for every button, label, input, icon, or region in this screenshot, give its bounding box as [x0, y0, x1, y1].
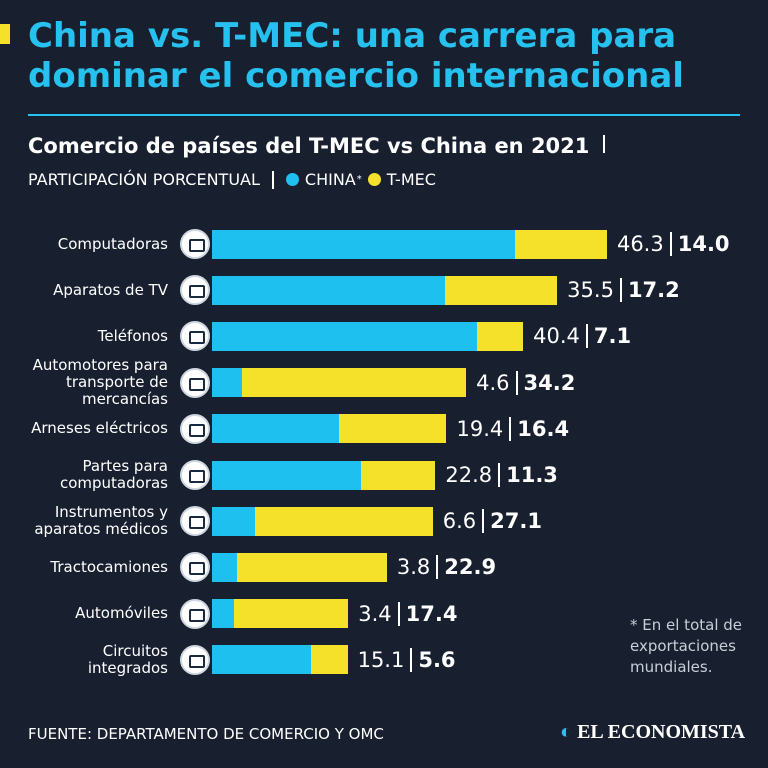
bar [515, 229, 607, 259]
bar [212, 414, 340, 444]
legend-swatch [285, 173, 299, 186]
source: FUENTE: DEPARTAMENTO DE COMERCIO Y OMC [28, 725, 384, 743]
value-label: 4.6 [476, 370, 510, 395]
units-label: PARTICIPACIÓN PORCENTUAL [28, 170, 260, 189]
value-label: 5.6 [418, 647, 456, 672]
bar [212, 552, 237, 582]
footnote: * En el total de exportaciones mundiales… [630, 616, 743, 676]
value-label: 7.1 [593, 324, 632, 349]
value-labels: 35.5 17.2 [567, 277, 680, 303]
value-labels: 15.1 5.6 [358, 647, 456, 673]
separator [410, 647, 413, 672]
value-label: 46.3 [616, 232, 664, 256]
bar [339, 414, 447, 444]
bar [212, 460, 362, 490]
icon [180, 552, 210, 583]
separator [482, 509, 485, 534]
category-label: Circuitos integrados [87, 641, 168, 677]
icon [180, 413, 210, 444]
icon [180, 367, 210, 398]
value-label: 3.8 [396, 555, 431, 580]
separator [271, 170, 274, 189]
value-label: 19.4 [456, 416, 504, 441]
bar [212, 321, 477, 351]
bar [361, 460, 436, 490]
value-label: 6.6 [442, 509, 477, 534]
icon [180, 321, 210, 352]
bar [310, 645, 348, 675]
separator [397, 601, 400, 626]
legend: PARTICIPACIÓN PORCENTUAL CHINA * T-MEC [28, 170, 436, 189]
bar [236, 552, 387, 582]
separator [498, 463, 501, 487]
subtitle-text: Comercio de países del T-MEC vs China en… [28, 134, 590, 158]
value-label: 40.4 [533, 324, 580, 349]
category-label: Automotores para transporte de mercancía… [32, 356, 168, 409]
separator [436, 555, 439, 580]
separator [603, 135, 606, 153]
legend-label: T-MEC [386, 170, 436, 189]
title: China vs. T-MEC: una carrera para domina… [28, 16, 684, 96]
bar [242, 368, 467, 398]
value-label: 22.8 [445, 463, 493, 487]
value-labels: 6.6 27.1 [443, 508, 542, 534]
icon [180, 506, 210, 537]
value-label: 17.4 [405, 601, 458, 626]
value-labels: 22.8 11.3 [445, 462, 558, 488]
icon [180, 644, 210, 675]
bar [212, 368, 243, 398]
bar [255, 506, 433, 536]
category-label: Arneses eléctricos [31, 419, 168, 438]
bar [212, 599, 235, 629]
bar [212, 275, 445, 305]
bar [212, 506, 256, 536]
legend-marker: * [356, 174, 362, 185]
bar [444, 275, 558, 305]
value-labels: 19.4 16.4 [456, 416, 569, 442]
separator [669, 232, 672, 256]
bar [212, 645, 311, 675]
legend-swatch [367, 173, 381, 186]
category-label: Partes para computadoras [59, 457, 168, 492]
separator [585, 324, 588, 349]
separator [515, 370, 518, 395]
value-labels: 40.4 7.1 [533, 323, 631, 349]
value-labels: 46.3 14.0 [617, 231, 730, 257]
value-label: 14.0 [677, 232, 730, 256]
value-label: 17.2 [627, 278, 680, 303]
value-label: 3.4 [358, 601, 392, 626]
value-label: 34.2 [523, 370, 576, 395]
brand: ◐ EL ECONOMISTA [560, 721, 746, 743]
value-label: 16.4 [517, 416, 570, 441]
icon [180, 598, 210, 629]
icon [180, 229, 210, 259]
category-label: Instrumentos y aparatos médicos [34, 503, 168, 539]
bar [476, 321, 524, 351]
value-label: 15.1 [357, 647, 405, 672]
flag [0, 24, 10, 44]
value-labels: 4.6 34.2 [476, 370, 575, 396]
value-label: 22.9 [444, 555, 497, 580]
legend-label: CHINA [304, 170, 356, 189]
category-label: Aparatos de TV [53, 280, 168, 299]
subtitle: Comercio de países del T-MEC vs China en… [28, 134, 611, 158]
category-label: Automóviles [75, 604, 168, 623]
value-label: 27.1 [490, 509, 542, 534]
bar [212, 229, 516, 259]
brand-text: EL ECONOMISTA [577, 721, 746, 743]
value-label: 11.3 [506, 463, 558, 487]
category-label: Teléfonos [97, 326, 168, 345]
category-label: Tractocamiones [50, 557, 168, 576]
value-label: 35.5 [567, 278, 614, 303]
bar [234, 599, 349, 629]
icon [180, 275, 210, 306]
separator [509, 416, 512, 441]
rule [28, 114, 740, 116]
value-labels: 3.4 17.4 [358, 601, 457, 627]
separator [619, 278, 622, 303]
value-labels: 3.8 22.9 [397, 554, 496, 580]
category-label: Computadoras [57, 234, 168, 253]
icon [180, 460, 210, 490]
